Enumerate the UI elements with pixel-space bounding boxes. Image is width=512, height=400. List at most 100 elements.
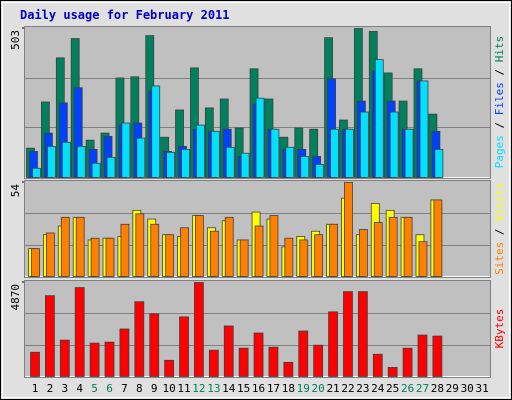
bar bbox=[432, 335, 443, 377]
series-legend: KBytes bbox=[493, 309, 506, 349]
bar bbox=[419, 80, 429, 178]
bar bbox=[30, 351, 40, 377]
bar bbox=[388, 216, 398, 277]
legend-entry: KBytes bbox=[493, 309, 506, 349]
bar bbox=[89, 342, 100, 377]
x-tick-label: 2 bbox=[47, 382, 54, 395]
bar bbox=[270, 128, 280, 178]
x-tick-label: 28 bbox=[431, 382, 444, 395]
bar bbox=[433, 199, 443, 277]
bar bbox=[253, 332, 264, 377]
bar bbox=[59, 339, 70, 377]
x-tick-label: 26 bbox=[401, 382, 414, 395]
bar bbox=[434, 148, 444, 178]
legend-entry: Sites bbox=[493, 242, 506, 275]
bar bbox=[284, 237, 294, 277]
bar bbox=[209, 230, 219, 277]
legend-entry: Pages bbox=[493, 135, 506, 168]
bar bbox=[166, 151, 176, 178]
bar bbox=[194, 282, 204, 377]
x-tick-label: 12 bbox=[192, 382, 205, 395]
bar bbox=[254, 225, 264, 277]
x-tick-label: 9 bbox=[151, 382, 158, 395]
y-tick-label: 54 bbox=[9, 184, 22, 198]
series-legend: Pages / Files / Hits bbox=[493, 36, 506, 169]
bar bbox=[180, 227, 189, 277]
series-legend: Sites / Visits bbox=[493, 182, 506, 275]
x-tick-label: 7 bbox=[121, 382, 128, 395]
x-tick-label: 30 bbox=[461, 382, 474, 395]
bar bbox=[74, 287, 85, 377]
bar bbox=[374, 59, 384, 178]
bar bbox=[75, 216, 85, 277]
y-tick-label: 503 bbox=[9, 30, 22, 50]
x-tick-label: 20 bbox=[312, 382, 325, 395]
bar bbox=[313, 344, 324, 377]
bar bbox=[31, 248, 40, 277]
bar bbox=[76, 145, 86, 178]
legend-separator: / bbox=[493, 62, 506, 82]
bar bbox=[165, 234, 175, 277]
bar bbox=[389, 111, 399, 178]
bar bbox=[61, 141, 71, 178]
bar bbox=[358, 229, 368, 277]
bar bbox=[299, 239, 309, 277]
x-tick-label: 1 bbox=[32, 382, 39, 395]
chart-title: Daily usage for February 2011 bbox=[20, 8, 230, 22]
x-tick-label: 14 bbox=[222, 382, 236, 395]
bar bbox=[240, 152, 250, 178]
x-tick-label: 23 bbox=[356, 382, 369, 395]
bar bbox=[387, 367, 398, 377]
bar bbox=[403, 216, 413, 277]
bar bbox=[417, 334, 428, 377]
bar bbox=[136, 137, 146, 178]
bar bbox=[149, 313, 160, 377]
bar bbox=[120, 223, 130, 277]
y-tick-label: 4870 bbox=[9, 284, 22, 311]
bar bbox=[345, 128, 354, 178]
bar bbox=[402, 347, 413, 377]
bar bbox=[239, 239, 249, 277]
bar bbox=[135, 213, 145, 277]
bar bbox=[343, 291, 353, 377]
bar bbox=[210, 130, 220, 178]
x-tick-label: 18 bbox=[282, 382, 295, 395]
legend-entry: Hits bbox=[493, 36, 506, 63]
x-tick-label: 3 bbox=[61, 382, 68, 395]
bar bbox=[223, 325, 234, 377]
legend-separator: / bbox=[493, 222, 506, 242]
bar bbox=[283, 361, 294, 377]
x-tick-label: 5 bbox=[91, 382, 98, 395]
bar bbox=[225, 146, 235, 178]
bar bbox=[238, 347, 249, 377]
bar bbox=[47, 145, 56, 178]
bar bbox=[196, 124, 205, 178]
bar bbox=[106, 156, 116, 178]
bar bbox=[300, 156, 310, 178]
bar bbox=[255, 97, 265, 178]
bar bbox=[328, 311, 338, 377]
bar bbox=[46, 232, 55, 277]
x-tick-label: 22 bbox=[341, 382, 354, 395]
bar bbox=[315, 164, 325, 178]
bar bbox=[105, 237, 115, 277]
x-tick-label: 27 bbox=[416, 382, 429, 395]
x-tick-label: 6 bbox=[106, 382, 113, 395]
bar bbox=[179, 316, 189, 377]
bar bbox=[418, 241, 428, 277]
bar bbox=[91, 162, 101, 178]
bar bbox=[268, 346, 279, 377]
bar bbox=[330, 128, 339, 178]
bar bbox=[60, 216, 70, 277]
bar bbox=[269, 215, 279, 277]
x-tick-label: 21 bbox=[326, 382, 339, 395]
bar bbox=[119, 328, 130, 377]
bar bbox=[373, 222, 383, 277]
bar bbox=[314, 234, 324, 277]
bar bbox=[121, 122, 131, 178]
bar bbox=[195, 215, 204, 277]
bar bbox=[45, 295, 55, 377]
